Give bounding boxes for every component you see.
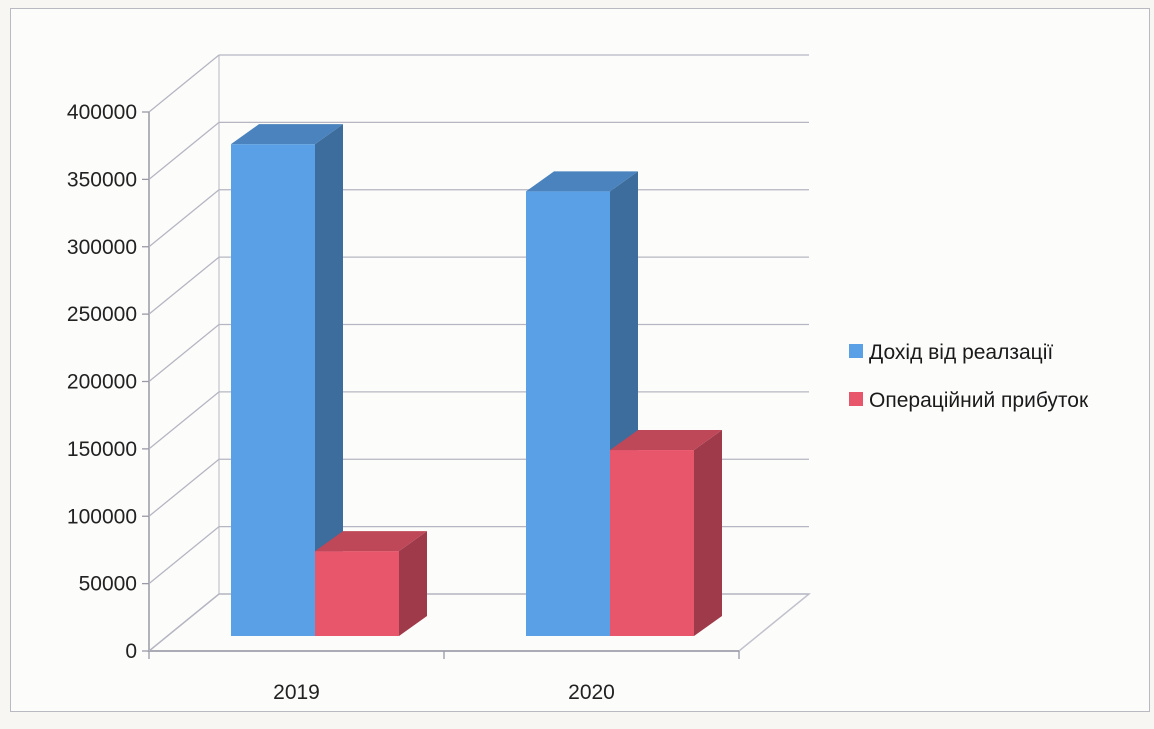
gridline-side <box>148 526 220 585</box>
y-axis-ticks: 0 50000 100000 150000 200000 250000 300000 3500… <box>67 101 149 663</box>
bar-front <box>231 144 315 636</box>
bar-top <box>315 531 427 552</box>
y-tick-label: 350000 <box>67 168 137 191</box>
bar-chart-3d: 0 50000 100000 150000 200000 250000 300000 3500… <box>67 54 1089 704</box>
gridline-side <box>148 323 220 383</box>
y-tick-label: 0 <box>125 640 137 663</box>
bar-side <box>399 531 427 636</box>
bar-top <box>610 430 722 451</box>
legend: Дохід від реалзації Операційний прибуток <box>849 341 1089 412</box>
y-tick-label: 150000 <box>67 438 137 461</box>
x-category-label: 2019 <box>273 681 320 704</box>
bar-2019-0 <box>231 124 343 636</box>
gridline-side <box>148 189 220 248</box>
y-tick-label: 300000 <box>67 236 137 259</box>
gridline-side <box>148 121 220 180</box>
gridline-side <box>148 593 220 652</box>
y-tick-label: 50000 <box>79 573 137 596</box>
gridline-side <box>148 256 220 315</box>
y-tick-label: 100000 <box>67 505 137 528</box>
y-tick-label: 200000 <box>67 371 137 394</box>
gridline-side <box>148 54 220 113</box>
bar-2019-1 <box>315 531 427 636</box>
legend-swatch <box>849 344 863 358</box>
gridline-side <box>148 391 220 450</box>
chart-frame: 0 50000 100000 150000 200000 250000 300000 3500… <box>10 8 1150 712</box>
legend-label: Операційний прибуток <box>869 389 1089 412</box>
bar-front <box>526 191 610 636</box>
legend-swatch <box>849 392 863 406</box>
bar-front <box>610 450 694 636</box>
x-axis-categories: 2019 2020 <box>148 651 740 704</box>
bar-top <box>231 124 343 145</box>
bar-top <box>526 171 638 192</box>
x-category-label: 2020 <box>568 681 615 704</box>
bar-side <box>694 430 722 636</box>
gridline-side <box>148 458 220 517</box>
bar-front <box>315 551 399 636</box>
bars <box>231 124 722 636</box>
bar-side <box>315 124 343 636</box>
legend-label: Дохід від реалзації <box>869 341 1053 364</box>
y-tick-label: 400000 <box>67 101 137 124</box>
y-tick-label: 250000 <box>67 303 137 326</box>
bar-2020-1 <box>610 430 722 636</box>
